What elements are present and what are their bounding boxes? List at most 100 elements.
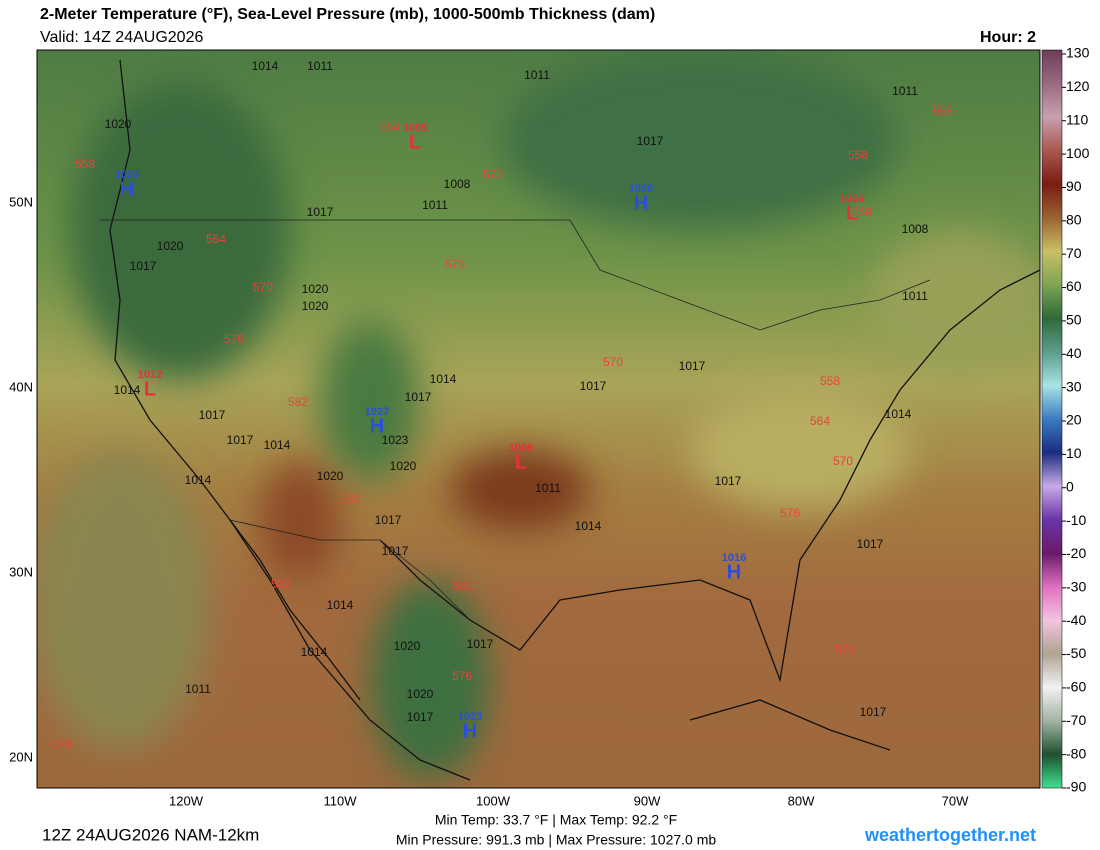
center-pressure: 1005: [403, 122, 427, 134]
isobar-label: 1023: [382, 433, 409, 447]
colorbar-label: 10: [1066, 445, 1082, 461]
isobar-label: 1014: [252, 59, 279, 73]
temp-range: Min Temp: 33.7 °F | Max Temp: 92.2 °F: [435, 812, 677, 828]
isobar-label: 1014: [264, 438, 291, 452]
isobar-label: 1017: [405, 390, 432, 404]
isobar-label: 1017: [199, 408, 226, 422]
center-symbol: L: [409, 131, 421, 153]
thickness-label: 576: [445, 257, 465, 271]
colorbar-label: -40: [1066, 612, 1086, 628]
center-pressure: 1027: [365, 406, 389, 418]
colorbar-label: -90: [1066, 779, 1086, 795]
isobar-label: 1020: [302, 299, 329, 313]
isobar-label: 1011: [524, 68, 550, 82]
thickness-label: 582: [340, 492, 360, 506]
colorbar-label: 50: [1066, 312, 1082, 328]
isobar-label: 1020: [105, 117, 132, 131]
isobar-label: 1017: [679, 359, 706, 373]
center-pressure: 1012: [138, 369, 162, 381]
colorbar-label: 90: [1066, 178, 1082, 194]
isobar-label: 1008: [902, 222, 929, 236]
thickness-label: 558: [848, 148, 868, 162]
isobar-label: 1020: [302, 282, 329, 296]
thickness-label: 564: [810, 414, 830, 428]
lon-label: 100W: [476, 793, 511, 808]
colorbar-label: 20: [1066, 412, 1082, 428]
thickness-label: 576: [224, 332, 244, 346]
map: [37, 50, 1040, 788]
colorbar-label: 120: [1066, 78, 1090, 94]
isobar-label: 1014: [430, 372, 457, 386]
colorbar-label: -30: [1066, 579, 1086, 595]
title: 2-Meter Temperature (°F), Sea-Level Pres…: [40, 6, 655, 23]
thickness-label: 570: [483, 167, 503, 181]
colorbar-label: 60: [1066, 278, 1082, 294]
center-pressure: 1016: [722, 552, 746, 564]
colorbar-label: 30: [1066, 378, 1082, 394]
thickness-label: 564: [206, 232, 226, 246]
thickness-label: 558: [933, 104, 953, 118]
isobar-label: 1011: [535, 481, 561, 495]
colorbar-label: -10: [1066, 512, 1086, 528]
colorbar-label: 100: [1066, 145, 1090, 161]
colorbar-label: -80: [1066, 745, 1086, 761]
isobar-label: 1014: [885, 407, 912, 421]
colorbar-label: 110: [1066, 111, 1089, 127]
center-pressure: 1020: [629, 183, 653, 195]
center-symbol: L: [515, 451, 527, 473]
lat-label: 50N: [9, 194, 33, 209]
thickness-label: 558: [820, 374, 840, 388]
thickness-label: 564: [380, 120, 400, 134]
borders: [100, 219, 931, 621]
isobar-label: 1017: [857, 537, 884, 551]
isobar-label: 1020: [390, 459, 417, 473]
isobar-label: 1020: [407, 687, 434, 701]
isobar-label: 1017: [130, 259, 157, 273]
isobar-label: 1017: [860, 705, 887, 719]
isobar-label: 1014: [575, 519, 602, 533]
thickness-label: 570: [253, 280, 273, 294]
colorbar-label: 130: [1066, 45, 1090, 61]
isobar-label: 1020: [317, 469, 344, 483]
map-frame: [36, 49, 1041, 789]
isobar-label: 1020: [394, 639, 421, 653]
model-run: 12Z 24AUG2026 NAM-12km: [42, 825, 259, 844]
pressure-range: Min Pressure: 991.3 mb | Max Pressure: 1…: [396, 832, 717, 848]
center-symbol: H: [634, 192, 648, 214]
map-labels: 1014 101110111011101710201008101110171020…: [48, 59, 953, 751]
colorbar-label: 70: [1066, 245, 1082, 261]
thickness-label: 576: [452, 669, 472, 683]
isobar-label: 1017: [467, 637, 494, 651]
colorbar-label: 0: [1066, 478, 1074, 494]
center-symbol: H: [370, 415, 384, 437]
lon-label: 90W: [634, 793, 661, 808]
thickness-label: 558: [75, 157, 95, 171]
colorbar-label: 80: [1066, 212, 1082, 228]
isobar-label: 1017: [307, 205, 334, 219]
thickness-label: 576: [780, 506, 800, 520]
site-name: weathertogether.net: [864, 825, 1036, 845]
lon-label: 110W: [324, 793, 358, 808]
isobar-label: 1017: [407, 710, 434, 724]
isobar-label: 1014: [301, 645, 328, 659]
valid-time: Valid: 14Z 24AUG2026: [40, 29, 203, 46]
coastlines: [109, 59, 1040, 781]
thickness-label: -576: [48, 737, 72, 751]
isobar-label: 1017: [637, 134, 664, 148]
colorbar-label: -20: [1066, 545, 1086, 561]
lon-label: 80W: [788, 793, 815, 808]
thickness-label: 570: [833, 454, 853, 468]
isobar-label: 1020: [157, 239, 184, 253]
isobar-label: 1017: [715, 474, 742, 488]
isobar-label: 1017: [227, 433, 254, 447]
center-pressure: 1023: [458, 711, 482, 723]
center-symbol: H: [120, 178, 134, 200]
isobar-label: 1011: [422, 198, 448, 212]
thickness-label: 582: [271, 577, 291, 591]
isobar-label: 1011: [185, 682, 211, 696]
colorbar-label: 40: [1066, 345, 1082, 361]
lon-label: 70W: [942, 793, 969, 808]
lon-label: 120W: [169, 793, 204, 808]
isobar-label: 1011: [892, 84, 918, 98]
